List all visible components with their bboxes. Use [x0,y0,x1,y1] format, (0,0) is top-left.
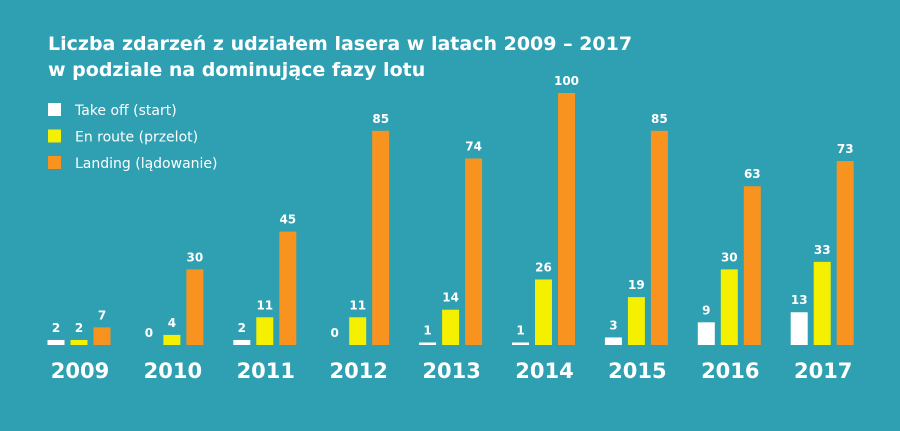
x-tick-label: 2013 [422,359,480,383]
bar [47,339,65,345]
value-label: 73 [837,142,854,156]
value-label: 30 [721,250,738,264]
value-label: 26 [535,260,552,274]
legend-label: En route (przelot) [75,130,198,146]
bar [627,297,645,345]
bar [349,317,367,345]
value-label: 0 [331,326,339,340]
value-label: 45 [279,213,296,227]
bar [604,337,622,345]
value-label: 3 [609,318,617,332]
bar [256,317,274,345]
value-label: 85 [651,112,668,126]
legend-swatch [48,103,61,116]
legend-swatch [48,156,61,169]
x-tick-label: 2014 [515,359,573,383]
value-label: 4 [168,316,176,330]
value-label: 14 [442,291,459,305]
bar [650,130,668,345]
bar [813,261,831,345]
value-label: 9 [702,303,710,317]
bar [233,339,251,345]
chart-title: w podziale na dominujące fazy lotu [48,59,425,81]
value-label: 2 [75,321,83,335]
bar [93,327,111,345]
bar [372,130,390,345]
value-label: 11 [349,298,366,312]
value-label: 63 [744,167,761,181]
bar [535,279,552,345]
x-tick-label: 2010 [144,359,202,383]
value-label: 1 [516,323,524,337]
value-label: 0 [145,326,153,340]
legend-swatch [48,129,61,143]
value-label: 100 [554,74,579,88]
value-label: 19 [628,278,645,292]
bar [442,309,460,345]
legend-label: Take off (start) [74,103,177,119]
bar [790,312,808,345]
bar [186,269,204,345]
x-tick-label: 2016 [701,359,759,383]
bar [720,269,738,345]
bar [558,93,575,345]
value-label: 2 [52,321,60,335]
value-label: 7 [98,308,106,322]
bar [512,342,529,345]
value-label: 2 [238,321,246,335]
x-tick-label: 2017 [794,359,852,383]
value-label: 74 [465,140,482,154]
bar [70,339,88,345]
chart-title: Liczba zdarzeń z udziałem lasera w latac… [48,33,632,55]
x-tick-label: 2012 [329,359,387,383]
bar [697,322,715,345]
x-tick-label: 2015 [608,359,666,383]
value-label: 85 [372,112,389,126]
value-label: 11 [256,298,273,312]
bar [163,334,181,345]
value-label: 30 [187,250,204,264]
value-label: 33 [814,243,831,257]
bar [743,186,761,345]
bar [465,158,483,345]
value-label: 13 [791,293,808,307]
bar [279,231,297,345]
legend-label: Landing (lądowanie) [75,156,218,172]
x-tick-label: 2011 [237,359,295,383]
x-tick-label: 2009 [51,359,109,383]
bar [419,342,437,345]
bar [836,161,854,345]
value-label: 1 [423,323,431,337]
